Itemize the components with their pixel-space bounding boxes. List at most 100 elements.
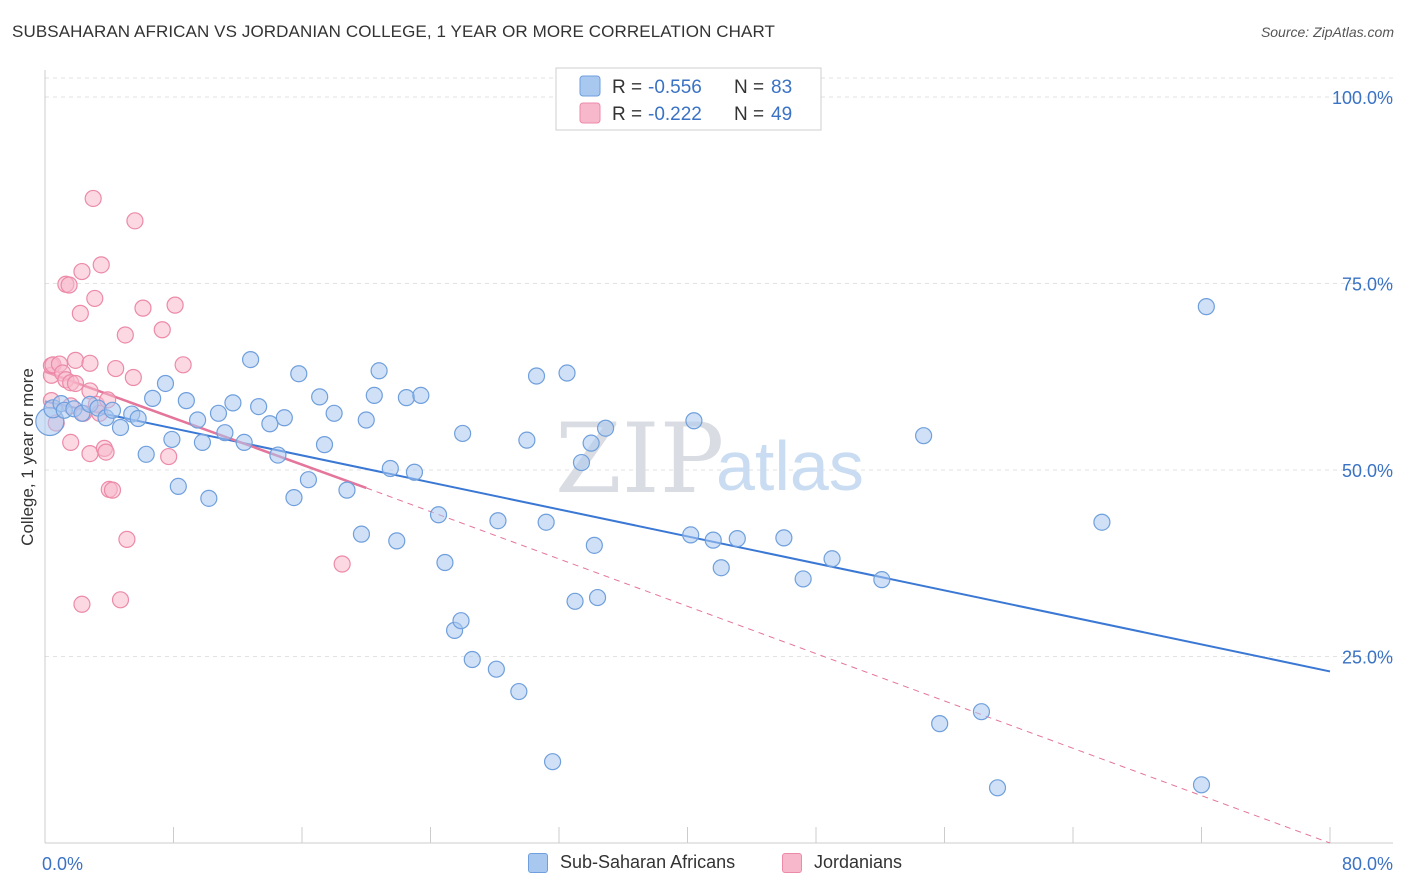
- point-subsaharan: [370, 362, 388, 380]
- point-subsaharan: [931, 715, 949, 733]
- point-subsaharan: [325, 404, 343, 422]
- point-subsaharan: [193, 433, 212, 451]
- point-subsaharan: [315, 436, 334, 454]
- legend-n-value-2: 49: [771, 104, 792, 125]
- point-subsaharan: [103, 401, 122, 419]
- legend-n-label-2: N =: [734, 104, 764, 125]
- svg-text:R = -0.222 N =: R = -0.222 N = 49: [612, 104, 792, 125]
- point-jordanian: [73, 595, 91, 613]
- point-jordanian: [60, 276, 78, 294]
- point-subsaharan: [261, 415, 279, 433]
- data-points: [35, 189, 1215, 797]
- point-jordanian: [116, 326, 134, 344]
- point-jordanian: [92, 256, 110, 274]
- legend-r-label-1: R =: [612, 77, 642, 98]
- legend-n-value-1: 83: [771, 77, 792, 98]
- point-subsaharan: [487, 660, 505, 678]
- legend-item-jordanians[interactable]: Jordanians: [782, 852, 902, 873]
- point-subsaharan: [242, 350, 260, 369]
- point-subsaharan: [873, 571, 891, 589]
- point-jordanian: [107, 359, 125, 378]
- series-legend: Sub-Saharan Africans Jordanians: [0, 852, 1406, 878]
- point-subsaharan: [728, 530, 746, 548]
- point-subsaharan: [463, 650, 481, 669]
- point-subsaharan: [1192, 776, 1211, 794]
- legend-swatch-pink: [579, 102, 601, 124]
- point-subsaharan: [823, 550, 841, 568]
- svg-text:R = -0.556 N =: R = -0.556 N = 83: [612, 77, 792, 98]
- point-subsaharan: [518, 431, 536, 449]
- point-subsaharan: [527, 367, 546, 385]
- correlation-legend: R = -0.556 N = 83 R = -0.222 N = 49: [555, 67, 822, 131]
- point-subsaharan: [144, 389, 162, 407]
- point-jordanian: [333, 555, 351, 573]
- point-subsaharan: [712, 559, 730, 577]
- point-subsaharan: [596, 419, 615, 437]
- point-subsaharan: [338, 481, 356, 499]
- point-subsaharan: [357, 411, 375, 429]
- legend-swatch-blue: [579, 75, 601, 97]
- point-subsaharan: [235, 433, 253, 451]
- point-jordanian: [118, 530, 136, 548]
- point-jordanian: [62, 433, 80, 451]
- point-subsaharan: [209, 404, 228, 422]
- legend-item-subsaharan[interactable]: Sub-Saharan Africans: [528, 852, 735, 873]
- point-subsaharan: [452, 612, 470, 630]
- tick-labels: 25.0% 50.0% 75.0% 100.0% 0.0% 80.0%: [42, 88, 1393, 874]
- point-subsaharan: [582, 434, 600, 452]
- point-subsaharan: [1197, 298, 1215, 316]
- legend-label-subsaharan: Sub-Saharan Africans: [560, 852, 736, 872]
- legend-r-label-2: R =: [612, 104, 642, 125]
- point-subsaharan: [915, 427, 933, 445]
- point-jordanian: [124, 368, 142, 387]
- y-tick-label-50: 50.0%: [1342, 461, 1393, 481]
- point-jordanian: [81, 444, 99, 463]
- point-subsaharan: [111, 418, 130, 437]
- point-subsaharan: [558, 364, 576, 382]
- point-subsaharan: [200, 489, 218, 507]
- point-subsaharan: [988, 779, 1007, 797]
- point-subsaharan: [285, 489, 303, 507]
- watermark: ZIP atlas: [555, 403, 864, 515]
- point-subsaharan: [454, 424, 472, 443]
- point-subsaharan: [188, 411, 207, 429]
- point-jordanian: [174, 356, 192, 374]
- point-subsaharan: [537, 513, 555, 531]
- point-subsaharan: [704, 531, 722, 549]
- source-label: Source: ZipAtlas.com: [1260, 24, 1394, 40]
- point-subsaharan: [412, 386, 430, 404]
- point-subsaharan: [250, 397, 268, 416]
- x-tick-label-min: 0.0%: [42, 854, 83, 874]
- point-subsaharan: [1093, 513, 1111, 531]
- point-jordanian: [66, 374, 85, 393]
- point-subsaharan: [163, 430, 181, 449]
- point-jordanian: [153, 321, 171, 339]
- point-subsaharan: [365, 386, 383, 404]
- point-subsaharan: [543, 753, 562, 771]
- point-subsaharan: [352, 525, 371, 543]
- point-jordanian: [86, 289, 104, 308]
- point-subsaharan: [299, 471, 318, 489]
- point-jordanian: [84, 189, 102, 208]
- point-subsaharan: [588, 588, 607, 607]
- point-subsaharan: [775, 529, 793, 547]
- legend-swatch-subsaharan: [528, 852, 548, 873]
- point-subsaharan: [156, 374, 175, 393]
- point-jordanian: [103, 481, 122, 499]
- point-subsaharan: [137, 445, 155, 463]
- point-subsaharan: [489, 512, 507, 530]
- point-subsaharan: [685, 412, 703, 430]
- point-jordanian: [97, 443, 115, 461]
- trend-line-jordanians-extension: [366, 487, 1331, 844]
- legend-r-value-1: -0.556: [648, 77, 702, 98]
- y-axis-label: College, 1 year or more: [18, 368, 37, 546]
- point-jordanian: [111, 591, 130, 609]
- point-subsaharan: [572, 453, 591, 472]
- point-subsaharan: [585, 536, 603, 554]
- point-subsaharan: [682, 526, 700, 544]
- legend-label-jordanians: Jordanians: [814, 852, 903, 872]
- x-tick-label-max: 80.0%: [1342, 854, 1393, 874]
- point-subsaharan: [429, 506, 448, 524]
- point-jordanian: [71, 304, 89, 322]
